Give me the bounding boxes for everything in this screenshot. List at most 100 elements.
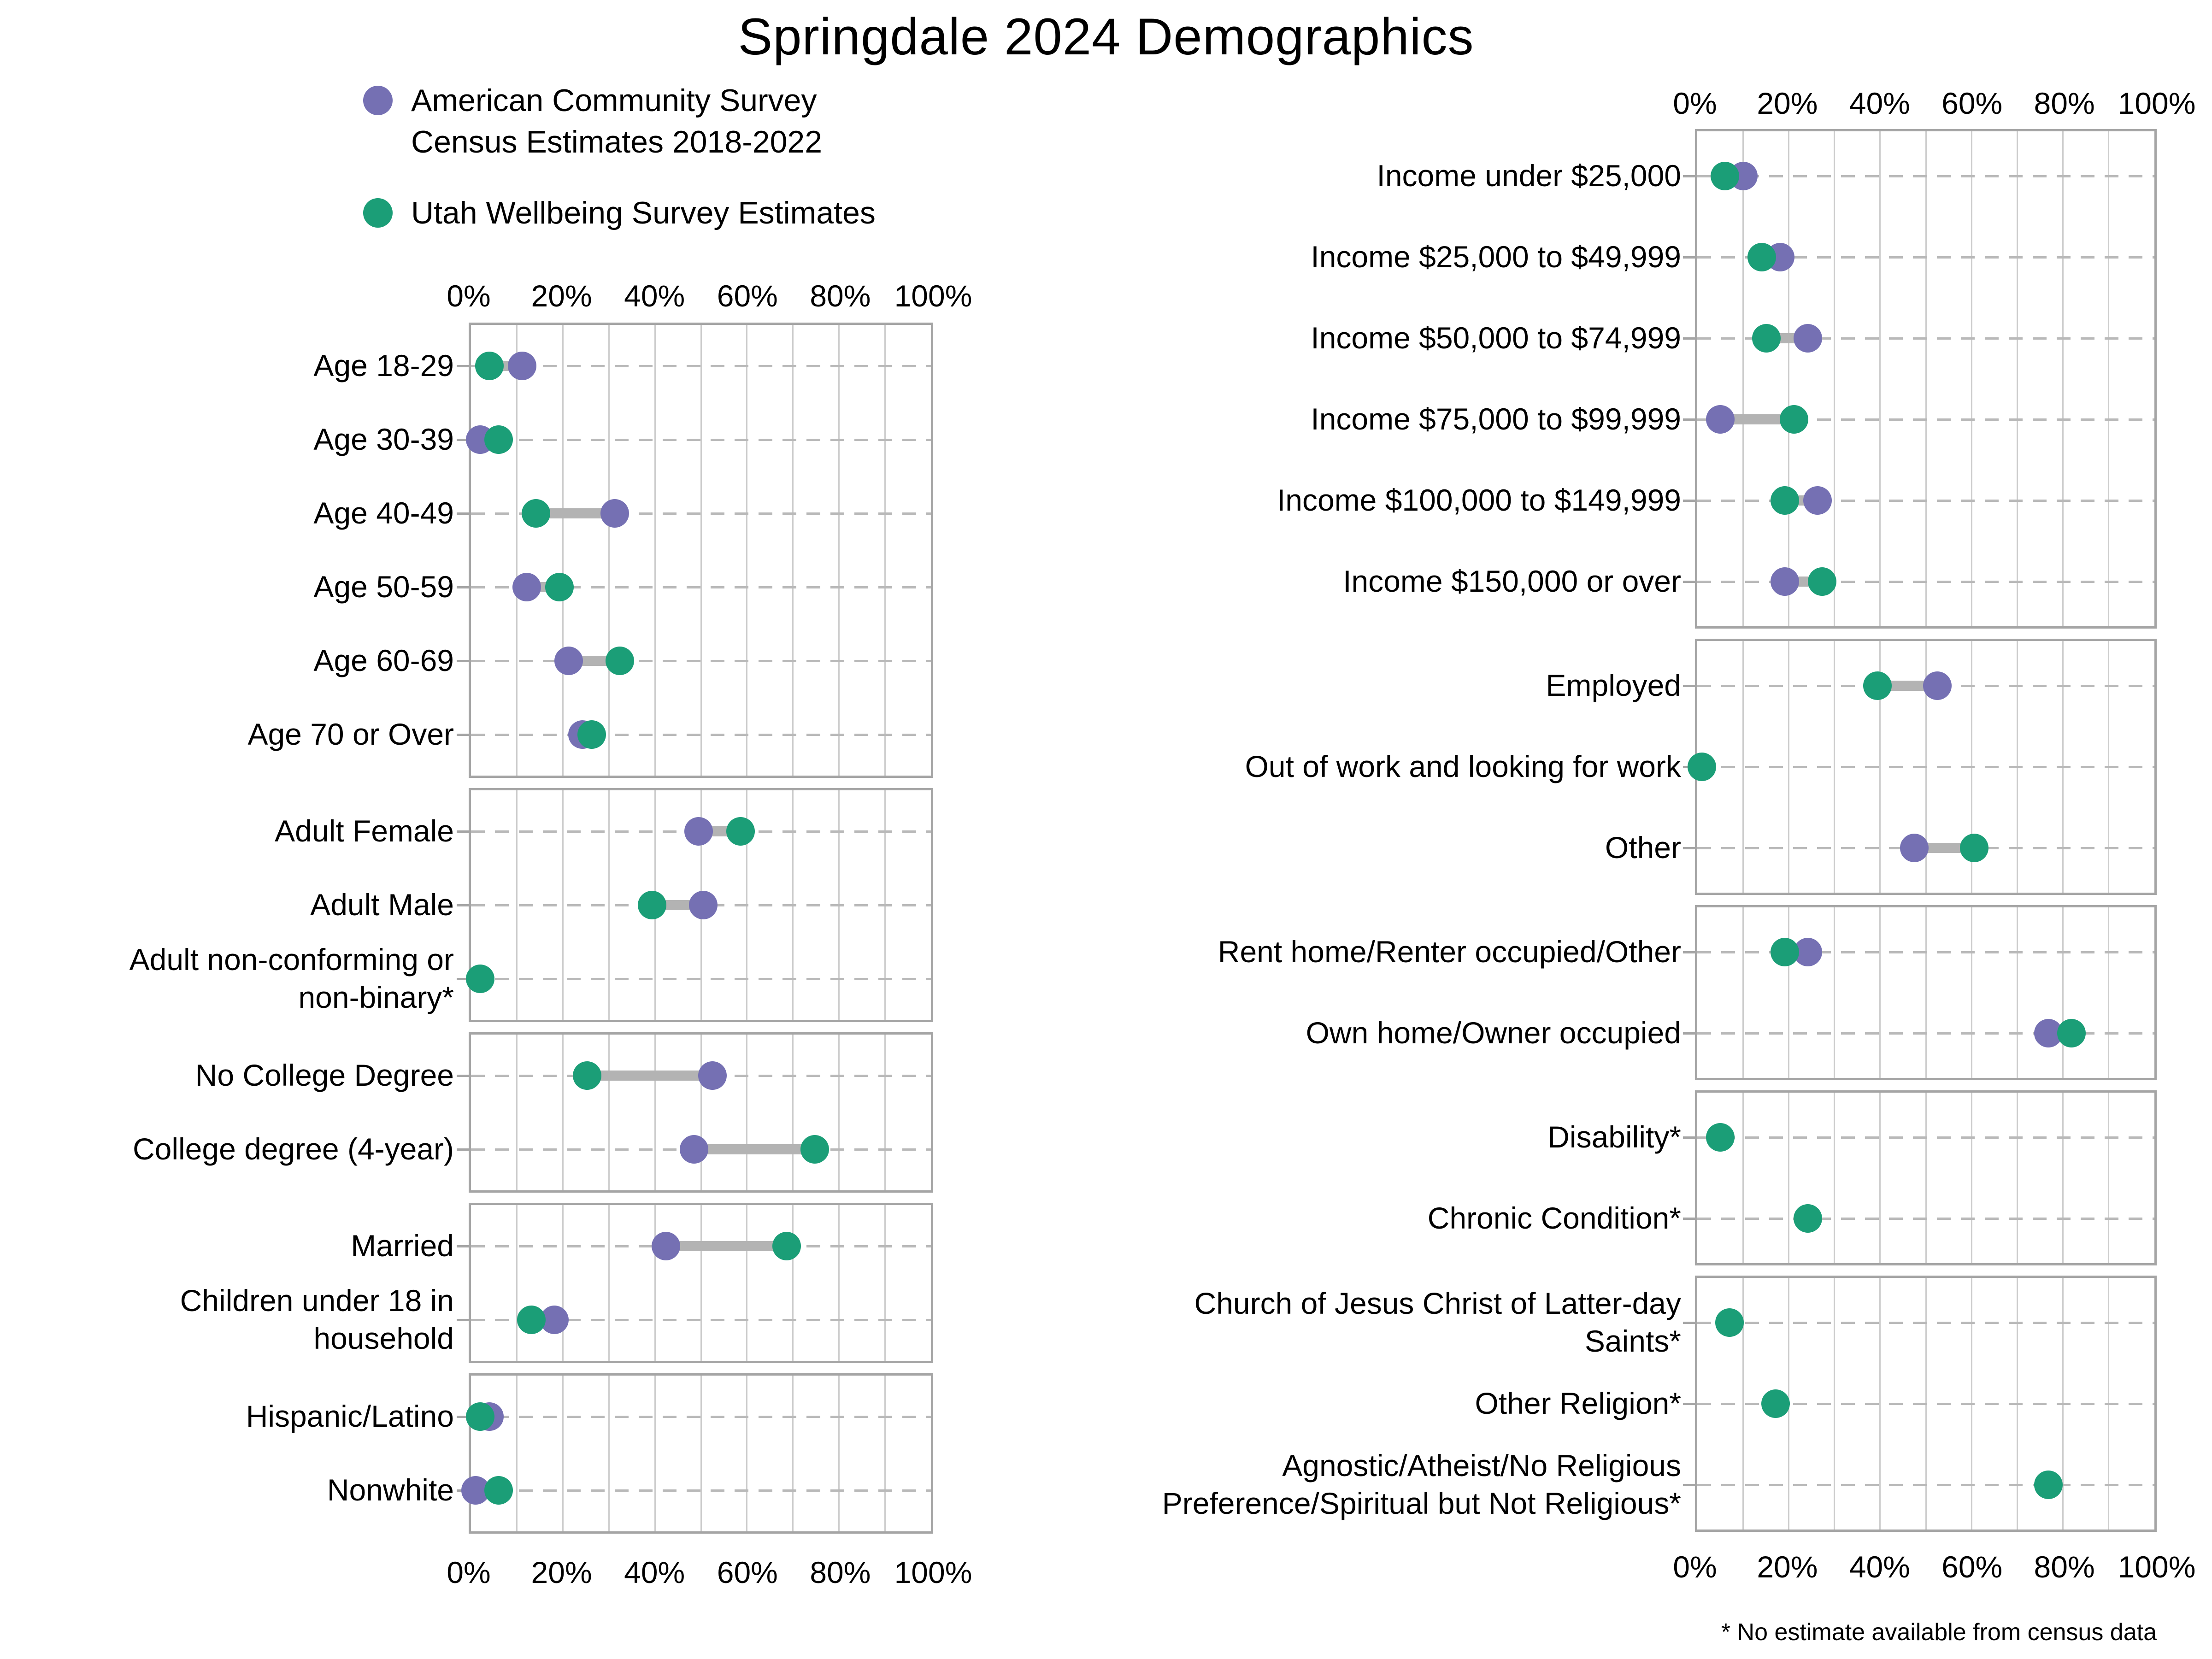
wellbeing-dot-adult-non-conforming-or-non-binary <box>466 965 495 993</box>
row-gridline-disability <box>1697 1136 2154 1139</box>
gridline-40 <box>654 1205 656 1361</box>
gridline-60 <box>1971 131 1972 626</box>
top-axis-tick-label-col1: 100% <box>2118 86 2196 120</box>
y-tick-income-50-000-to-74-999 <box>1683 337 1695 340</box>
row-label-income-25-000-to-49-999: Income $25,000 to $49,999 <box>1311 240 1681 274</box>
row-gridline-age-30-39 <box>471 439 931 441</box>
legend-label-wellbeing: Utah Wellbeing Survey Estimates <box>411 195 876 230</box>
top-axis-tick-label-col0: 0% <box>447 279 491 313</box>
row-label-adult-male: Adult Male <box>310 888 454 922</box>
wellbeing-dot-age-18-29 <box>475 352 504 380</box>
bottom-axis-tick-label-col1: 60% <box>1941 1550 2003 1584</box>
row-label-other: Other <box>1605 830 1681 865</box>
row-gridline-income-under-25-000 <box>1697 175 2154 177</box>
panel-col1-4 <box>1683 1276 2157 1532</box>
wellbeing-dot-agnostic-atheist-no-religious-preference <box>2034 1471 2063 1499</box>
panel-col0-1 <box>457 788 933 1022</box>
census-dot-age-18-29 <box>507 352 536 380</box>
gridline-70 <box>792 1035 794 1190</box>
census-dot-employed <box>1923 671 1952 700</box>
legend-item-census: American Community Survey Census Estimat… <box>363 80 822 163</box>
row-label-income-50-000-to-74-999: Income $50,000 to $74,999 <box>1311 321 1681 355</box>
gridline-20 <box>1788 131 1789 626</box>
legend-item-wellbeing: Utah Wellbeing Survey Estimates <box>363 192 876 234</box>
wellbeing-dot-disability <box>1706 1123 1735 1152</box>
bottom-axis-tick-label-col0: 40% <box>624 1555 685 1589</box>
wellbeing-dot-age-60-69 <box>605 647 634 675</box>
wellbeing-dot-age-40-49 <box>522 499 551 528</box>
row-label-hispanic-latino: Hispanic/Latino <box>246 1399 454 1434</box>
row-gridline-income-25-000-to-49-999 <box>1697 256 2154 259</box>
connector-bar-age-40-49 <box>536 508 615 518</box>
wellbeing-dot-college-degree-4-year <box>800 1135 829 1164</box>
gridline-80 <box>838 1376 840 1531</box>
gridline-50 <box>700 325 702 776</box>
gridline-50 <box>1925 131 1927 626</box>
gridline-50 <box>700 1205 702 1361</box>
top-axis-tick-label-col1: 80% <box>2034 86 2095 120</box>
census-dot-age-40-49 <box>600 499 629 528</box>
gridline-60 <box>746 1035 748 1190</box>
bottom-axis-tick-label-col1: 100% <box>2118 1550 2196 1584</box>
top-axis-tick-label-col0: 80% <box>810 279 871 313</box>
panel-col0-0 <box>457 323 933 778</box>
wellbeing-dot-children-under-18-in-household <box>517 1306 546 1334</box>
wellbeing-dot-adult-male <box>638 891 667 919</box>
census-dot-married <box>652 1232 681 1260</box>
gridline-20 <box>562 1205 564 1361</box>
gridline-60 <box>746 325 748 776</box>
gridline-60 <box>746 1205 748 1361</box>
gridline-40 <box>654 1376 656 1531</box>
wellbeing-dot-age-70-or-over <box>577 720 606 749</box>
row-gridline-own-home-owner-occupied <box>1697 1032 2154 1035</box>
gridline-70 <box>2016 907 2018 1078</box>
gridline-30 <box>1834 1093 1835 1263</box>
wellbeing-dot-hispanic-latino <box>466 1402 495 1431</box>
census-dot-adult-female <box>684 817 713 846</box>
connector-bar-no-college-degree <box>587 1071 713 1081</box>
gridline-90 <box>884 325 886 776</box>
gridline-80 <box>838 1035 840 1190</box>
gridline-70 <box>2016 1093 2018 1263</box>
wellbeing-dot-income-75-000-to-99-999 <box>1780 405 1809 434</box>
row-label-age-60-69: Age 60-69 <box>313 643 454 678</box>
y-tick-disability <box>1683 1136 1695 1139</box>
y-tick-income-100-000-to-149-999 <box>1683 500 1695 502</box>
row-label-church-of-jesus-christ-of-latter-day-sai: Church of Jesus Christ of Latter-day Sai… <box>1194 1286 1681 1358</box>
row-label-income-75-000-to-99-999: Income $75,000 to $99,999 <box>1311 402 1681 436</box>
row-gridline-income-100-000-to-149-999 <box>1697 500 2154 502</box>
row-gridline-income-75-000-to-99-999 <box>1697 418 2154 421</box>
row-gridline-agnostic-atheist-no-religious-preference <box>1697 1484 2154 1486</box>
gridline-50 <box>700 1376 702 1531</box>
wellbeing-dot-nonwhite <box>484 1476 513 1505</box>
gridline-30 <box>1834 907 1835 1078</box>
row-gridline-other-religion <box>1697 1403 2154 1405</box>
panel-col0-2 <box>457 1032 933 1193</box>
gridline-80 <box>2062 907 2064 1078</box>
y-tick-income-25-000-to-49-999 <box>1683 256 1695 259</box>
gridline-10 <box>1742 131 1744 626</box>
y-tick-married <box>457 1245 469 1247</box>
gridline-40 <box>654 325 656 776</box>
y-tick-age-50-59 <box>457 586 469 588</box>
gridline-80 <box>2062 131 2064 626</box>
row-label-adult-non-conforming-or-non-binary: Adult non-conforming or non-binary* <box>129 942 454 1014</box>
row-gridline-age-60-69 <box>471 660 931 662</box>
y-tick-income-75-000-to-99-999 <box>1683 418 1695 421</box>
connector-bar-college-degree-4-year <box>694 1144 815 1154</box>
panel-col1-3 <box>1683 1090 2157 1265</box>
gridline-90 <box>2108 131 2110 626</box>
y-tick-church-of-jesus-christ-of-latter-day-sai <box>1683 1322 1695 1324</box>
top-axis-tick-label-col1: 0% <box>1673 86 1717 120</box>
row-gridline-adult-non-conforming-or-non-binary <box>471 978 931 980</box>
census-dot-no-college-degree <box>698 1061 727 1090</box>
wellbeing-dot-employed <box>1863 671 1892 700</box>
gridline-10 <box>516 325 518 776</box>
row-gridline-age-18-29 <box>471 365 931 367</box>
gridline-70 <box>792 1376 794 1531</box>
gridline-30 <box>1834 131 1835 626</box>
row-gridline-church-of-jesus-christ-of-latter-day-sai <box>1697 1322 2154 1324</box>
wellbeing-dot-chronic-condition <box>1794 1204 1823 1233</box>
gridline-80 <box>2062 1093 2064 1263</box>
row-label-income-150-000-or-over: Income $150,000 or over <box>1343 564 1681 599</box>
